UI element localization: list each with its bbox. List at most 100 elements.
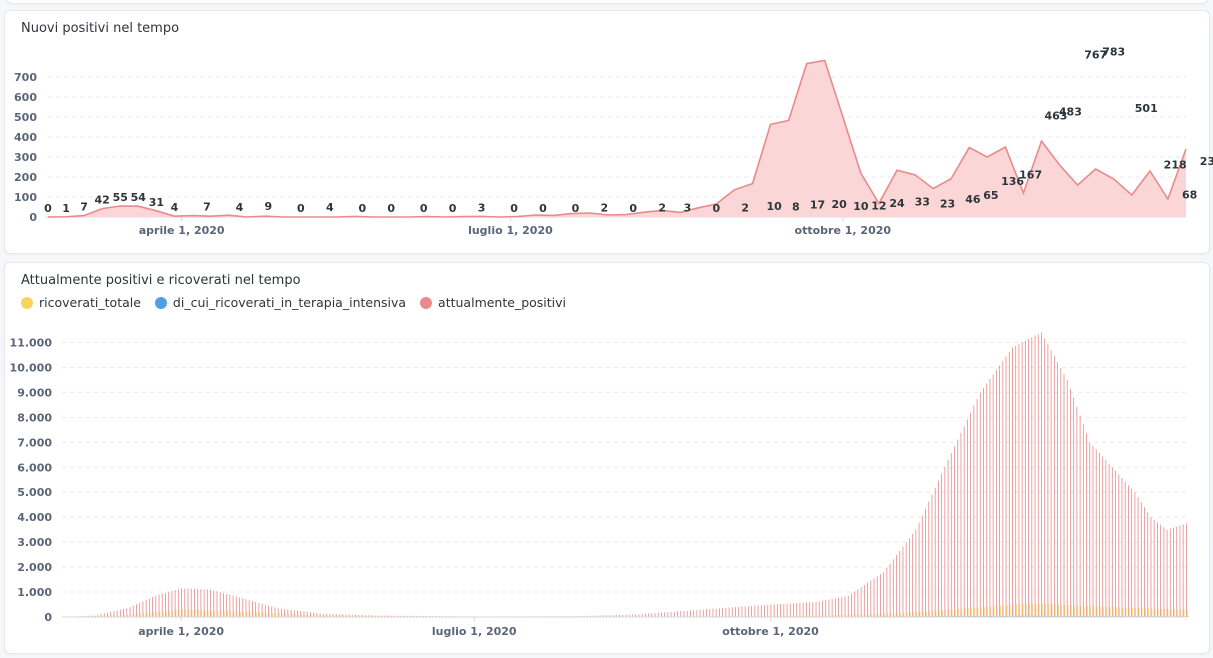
bar bbox=[796, 603, 798, 617]
bar bbox=[272, 613, 273, 617]
bar bbox=[358, 614, 360, 617]
data-label: 234 bbox=[1200, 155, 1213, 168]
bar bbox=[127, 615, 129, 617]
bar bbox=[1183, 609, 1185, 617]
bar bbox=[1173, 609, 1175, 617]
bar bbox=[938, 610, 940, 617]
bar bbox=[857, 589, 859, 617]
bar bbox=[841, 597, 843, 617]
y-tick-label: 100 bbox=[14, 191, 37, 204]
bar bbox=[989, 378, 991, 617]
data-label: 12 bbox=[871, 200, 886, 213]
bar bbox=[1005, 356, 1007, 617]
bar bbox=[1148, 608, 1149, 617]
bar bbox=[735, 607, 736, 617]
bar bbox=[822, 615, 824, 617]
bar bbox=[242, 598, 244, 617]
legend-item-terapia-intensiva[interactable]: di_cui_ricoverati_in_terapia_intensiva bbox=[154, 295, 406, 310]
bar bbox=[1049, 615, 1050, 617]
bar bbox=[1008, 351, 1010, 617]
bar bbox=[880, 574, 881, 617]
bar bbox=[377, 615, 379, 617]
bar bbox=[148, 598, 150, 617]
bar bbox=[1090, 615, 1092, 617]
bar bbox=[603, 615, 604, 617]
bar bbox=[903, 613, 905, 617]
bar bbox=[107, 612, 108, 617]
bar bbox=[274, 607, 276, 617]
bar bbox=[304, 614, 306, 617]
bar bbox=[1111, 467, 1113, 617]
bar bbox=[961, 608, 963, 617]
bar bbox=[120, 615, 122, 617]
bar bbox=[1164, 609, 1166, 617]
bar bbox=[1057, 362, 1058, 617]
bar bbox=[812, 602, 814, 617]
bar bbox=[1187, 616, 1189, 617]
legend-dot-icon bbox=[21, 296, 33, 309]
card-title[interactable]: Attualmente positivi e ricoverati nel te… bbox=[21, 273, 301, 288]
bar bbox=[319, 613, 321, 617]
bar bbox=[970, 412, 972, 617]
bar bbox=[345, 614, 347, 617]
bar bbox=[158, 594, 160, 617]
bar bbox=[1160, 524, 1162, 617]
bar bbox=[259, 612, 261, 617]
x-tick-label: ottobre 1, 2020 bbox=[722, 625, 819, 638]
bar bbox=[245, 599, 247, 617]
bar bbox=[390, 615, 392, 617]
bar bbox=[954, 446, 955, 617]
bar bbox=[887, 613, 889, 617]
bar bbox=[203, 589, 205, 617]
bar bbox=[1033, 615, 1034, 617]
bar bbox=[806, 615, 808, 617]
y-tick-label: 9.000 bbox=[17, 386, 52, 399]
card-title[interactable]: Nuovi positivi nel tempo bbox=[21, 21, 180, 36]
legend-item-attualmente-positivi[interactable]: attualmente_positivi bbox=[420, 295, 566, 310]
bar bbox=[673, 611, 675, 617]
bar bbox=[1071, 615, 1073, 617]
bar bbox=[239, 611, 241, 617]
bar bbox=[375, 615, 376, 617]
bar bbox=[1016, 615, 1018, 617]
bar bbox=[90, 615, 92, 617]
bar bbox=[368, 615, 370, 617]
bar bbox=[374, 615, 376, 617]
legend-item-ricoverati-totale[interactable]: ricoverati_totale bbox=[21, 295, 141, 310]
bar bbox=[117, 615, 119, 617]
bar bbox=[262, 612, 264, 617]
bar bbox=[174, 590, 176, 617]
bar bbox=[593, 615, 595, 617]
bar bbox=[871, 614, 872, 617]
bar bbox=[301, 614, 302, 617]
bar bbox=[902, 546, 904, 617]
bar bbox=[1090, 606, 1091, 617]
bar bbox=[201, 610, 203, 617]
bar bbox=[326, 613, 327, 617]
bar bbox=[951, 609, 953, 617]
bar bbox=[406, 615, 408, 617]
bar bbox=[1028, 339, 1029, 617]
bar bbox=[190, 588, 192, 617]
bar bbox=[255, 601, 257, 617]
bar bbox=[1041, 332, 1042, 617]
bar bbox=[599, 615, 601, 617]
bar bbox=[913, 612, 914, 617]
bar bbox=[339, 615, 341, 617]
bar bbox=[1096, 606, 1098, 617]
bar bbox=[300, 611, 302, 617]
bar bbox=[116, 610, 118, 617]
bar bbox=[194, 588, 195, 617]
bar bbox=[1112, 607, 1114, 617]
bar bbox=[294, 614, 296, 617]
bar bbox=[320, 615, 322, 617]
bar bbox=[349, 615, 351, 617]
bar bbox=[896, 555, 897, 617]
bar bbox=[419, 615, 421, 617]
bar bbox=[277, 608, 279, 617]
bar bbox=[1186, 610, 1188, 617]
bar bbox=[181, 609, 183, 617]
bar bbox=[918, 522, 920, 617]
bar bbox=[945, 609, 947, 617]
